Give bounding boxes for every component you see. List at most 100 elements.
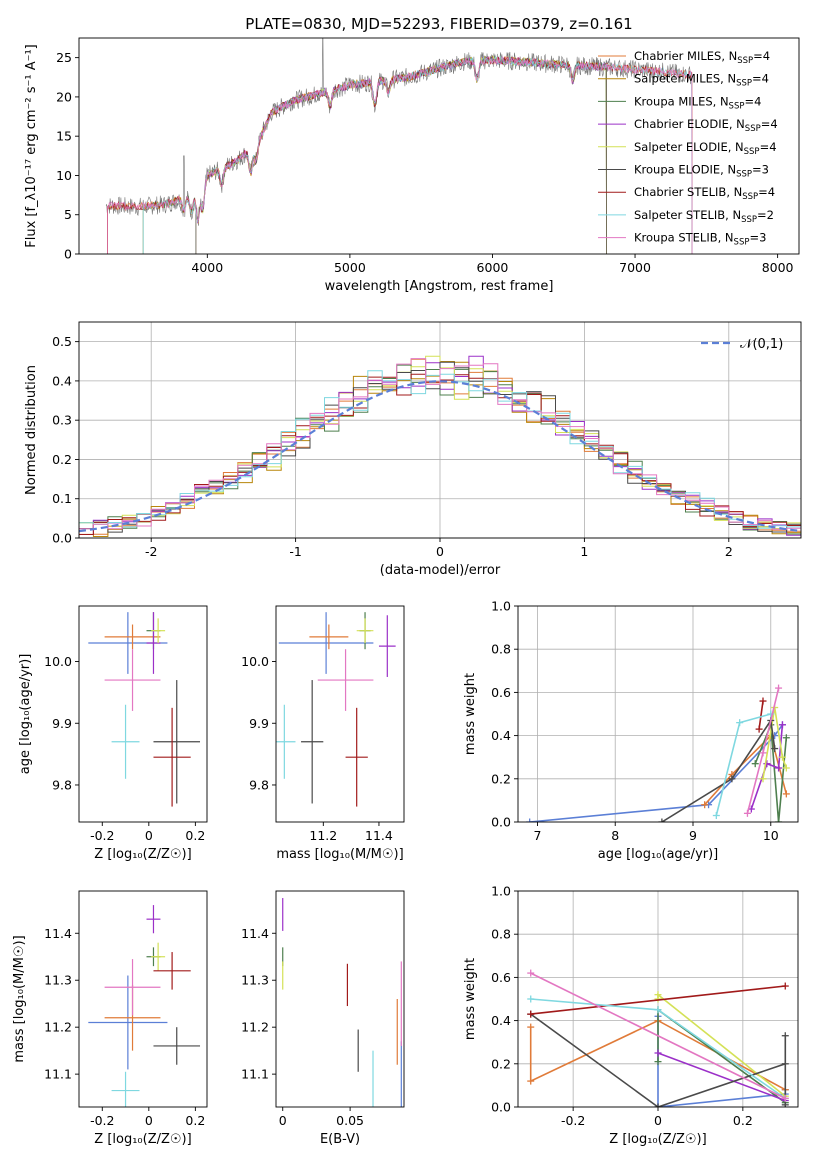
legend: Chabrier MILES, NSSP=4 Salpeter MILES, NS… [598, 49, 778, 248]
normal-curve [79, 380, 801, 533]
y-tick-label: 0.0 [491, 1100, 511, 1115]
x-axis-label: wavelength [Angstrom, rest frame] [325, 279, 554, 294]
spectrum-data-line [105, 38, 693, 226]
plot-area [527, 969, 789, 1107]
weight-line [530, 972, 786, 1100]
weight-line [758, 700, 764, 730]
y-axis-label: mass weight [463, 673, 478, 755]
x-tick-label: -0.2 [90, 828, 114, 843]
spectrum-model-line [107, 55, 693, 254]
y-tick-label: 11.4 [241, 926, 269, 941]
y-tick-label: 15 [56, 129, 72, 144]
legend-entry: Kroupa MILES, NSSP=4 [634, 94, 761, 111]
x-tick-label: 0.05 [336, 1113, 364, 1128]
spectrum-panel: 4000 5000 6000 7000 8000 0 5 10 15 20 25 wavelength… [24, 15, 800, 294]
x-axis-label: Z [log₁₀(Z/Z☉)] [94, 1132, 191, 1147]
y-tick-label: 9.9 [249, 716, 269, 731]
legend-entry: Kroupa ELODIE, NSSP=3 [634, 163, 769, 180]
weight-line [657, 1052, 786, 1102]
spectrum-model-line [142, 55, 607, 254]
y-tick-label: 0.2 [491, 771, 511, 786]
weight-line [661, 718, 776, 822]
plot-area [88, 612, 201, 807]
x-tick-label: 5000 [334, 260, 366, 275]
spectrum-model-line [142, 55, 607, 254]
x-tick-label: -1 [289, 544, 301, 559]
x-tick-label: 0 [279, 1113, 287, 1128]
y-tick-label: 0.3 [52, 413, 72, 428]
y-tick-label: 11.2 [241, 1020, 269, 1035]
y-tick-label: 0.6 [491, 970, 511, 985]
axes-frame [275, 605, 405, 823]
y-tick-label: 1.0 [491, 599, 511, 614]
y-tick-label: 20 [56, 89, 72, 104]
axes-frame [78, 605, 208, 823]
plot-area [282, 898, 402, 1107]
x-tick-label: 0 [654, 1113, 662, 1128]
y-tick-label: 0.4 [491, 728, 511, 743]
legend-entry: 𝒩(0,1) [740, 337, 783, 352]
spectrum-model-line [142, 55, 693, 254]
x-axis-label: (data-model)/error [380, 563, 501, 578]
axes-frame [517, 605, 799, 823]
y-tick-label: 0.0 [52, 531, 72, 546]
x-axis-label: E(B-V) [320, 1132, 360, 1147]
x-axis-label: mass [log₁₀(M/M☉)] [276, 847, 403, 862]
y-tick-label: 11.2 [44, 1020, 72, 1035]
y-tick-label: 0.4 [491, 1013, 511, 1028]
y-tick-label: 10.0 [241, 654, 269, 669]
legend-entry: Salpeter MILES, NSSP=4 [634, 72, 769, 89]
x-tick-label: 0.2 [185, 828, 205, 843]
legend-entry: Salpeter STELIB, NSSP=2 [634, 208, 774, 225]
plot-area [88, 905, 201, 1107]
x-tick-label: 0.2 [733, 1113, 753, 1128]
x-tick-label: 0 [145, 1113, 153, 1128]
y-tick-label: 10 [56, 168, 72, 183]
y-axis-label: mass weight [463, 958, 478, 1040]
x-tick-label: 11.4 [365, 828, 393, 843]
x-tick-label: -2 [145, 544, 157, 559]
y-tick-label: 0.2 [52, 452, 72, 467]
chart-title: PLATE=0830, MJD=52293, FIBERID=0379, z=0… [245, 15, 632, 33]
y-tick-label: 1.0 [491, 884, 511, 899]
plot-area [276, 612, 396, 807]
y-tick-label: 11.3 [44, 973, 72, 988]
y-tick-label: 0.0 [491, 815, 511, 830]
mass-vs-EBV-panel: 0 0.05 11.1 11.2 11.3 11.4 E(B-V) [241, 890, 405, 1147]
x-tick-label: 9 [689, 828, 697, 843]
plot-area [79, 355, 801, 538]
mass-vs-Z-panel: -0.2 0 0.2 11.1 11.2 11.3 11.4 Z [log₁₀(Z/Z☉)] m… [12, 890, 208, 1147]
legend-entry: Chabrier ELODIE, NSSP=4 [634, 117, 778, 134]
y-tick-label: 10.0 [44, 654, 72, 669]
axes-frame [275, 890, 405, 1108]
weight-line [754, 724, 788, 822]
x-axis-label: Z [log₁₀(Z/Z☉)] [94, 847, 191, 862]
axes-frame [78, 890, 208, 1108]
y-tick-label: 0.6 [491, 685, 511, 700]
weight-line [715, 713, 772, 816]
x-tick-label: 7 [533, 828, 541, 843]
y-tick-label: 0.8 [491, 927, 511, 942]
legend-entry: Kroupa STELIB, NSSP=3 [634, 231, 766, 248]
y-tick-label: 9.8 [249, 777, 269, 792]
x-tick-label: 6000 [477, 260, 509, 275]
x-axis-label: Z [log₁₀(Z/Z☉)] [609, 1132, 706, 1147]
x-tick-label: 1 [580, 544, 588, 559]
x-tick-label: -0.2 [90, 1113, 114, 1128]
y-tick-label: 11.1 [241, 1067, 269, 1082]
x-tick-label: 8000 [762, 260, 794, 275]
plot-area [526, 684, 790, 822]
plot-area [105, 38, 693, 254]
x-tick-label: 4000 [191, 260, 223, 275]
y-tick-label: 0.4 [52, 373, 72, 388]
mass-weight-vs-Z-panel: -0.2 0 0.2 0.0 0.2 0.4 0.6 0.8 1.0 Z [log₁₀(Z/Z☉)… [463, 884, 799, 1147]
x-tick-label: 11.2 [309, 828, 337, 843]
y-axis-label: Flux [f_λ10⁻¹⁷ erg cm⁻² s⁻¹ A⁻¹] [24, 44, 39, 248]
age-vs-Z-panel: -0.2 0 0.2 9.8 9.9 10.0 Z [log₁₀(Z/Z☉)] age [lo… [18, 605, 208, 862]
weight-line [762, 707, 788, 779]
age-vs-mass-panel: 11.2 11.4 9.8 9.9 10.0 mass [log₁₀(M/M☉)] [241, 605, 405, 862]
x-tick-label: 0 [145, 828, 153, 843]
x-tick-label: 2 [725, 544, 733, 559]
y-tick-label: 25 [56, 50, 72, 65]
